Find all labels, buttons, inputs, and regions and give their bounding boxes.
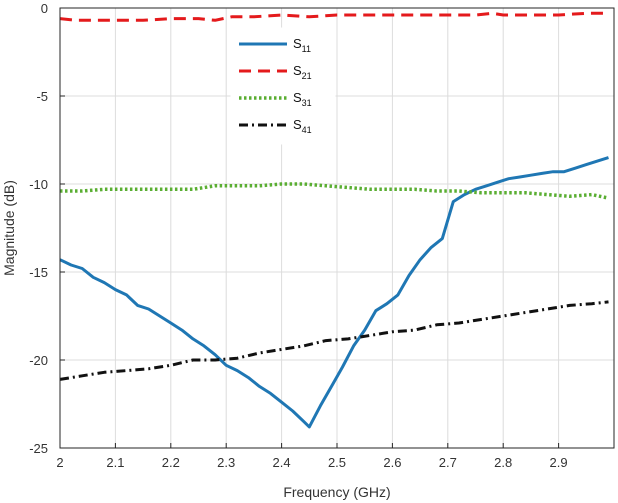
x-tick-label: 2.1 — [106, 455, 124, 470]
x-tick-label: 2.4 — [273, 455, 291, 470]
series-lines — [59, 11, 609, 429]
y-tick-label: 0 — [41, 1, 48, 16]
grid — [60, 8, 614, 448]
x-tick-label: 2.3 — [217, 455, 235, 470]
x-tick-label: 2.7 — [439, 455, 457, 470]
y-axis-title: Magnitude (dB) — [1, 180, 17, 276]
series-line-s21 — [59, 11, 609, 22]
y-tick-label: -15 — [29, 265, 48, 280]
legend-label-s31: S31 — [293, 90, 312, 108]
series-line-s31 — [60, 182, 609, 200]
y-tick-label: -25 — [29, 441, 48, 456]
x-tick-label: 2.2 — [162, 455, 180, 470]
x-axis-title: Frequency (GHz) — [283, 484, 390, 500]
legend-label-s41: S41 — [293, 117, 312, 135]
y-tick-label: -5 — [36, 89, 48, 104]
x-tick-label: 2.8 — [494, 455, 512, 470]
axis-ticks: 2 2.1 2.2 2.3 2.4 2.5 2.6 2.7 2.8 2.9 0 -5 -10 -15 -20… — [29, 1, 567, 470]
x-tick-label: 2.5 — [328, 455, 346, 470]
x-tick-label: 2.6 — [383, 455, 401, 470]
series-line-s11 — [59, 156, 609, 429]
x-tick-label: 2 — [56, 455, 63, 470]
legend: S11 S21 S31 S41 — [230, 27, 336, 145]
y-tick-label: -10 — [29, 177, 48, 192]
series-line-s41 — [59, 300, 609, 381]
legend-label-s11: S11 — [293, 36, 311, 54]
legend-label-s21: S21 — [293, 63, 312, 81]
x-tick-label: 2.9 — [550, 455, 568, 470]
y-tick-label: -20 — [29, 353, 48, 368]
